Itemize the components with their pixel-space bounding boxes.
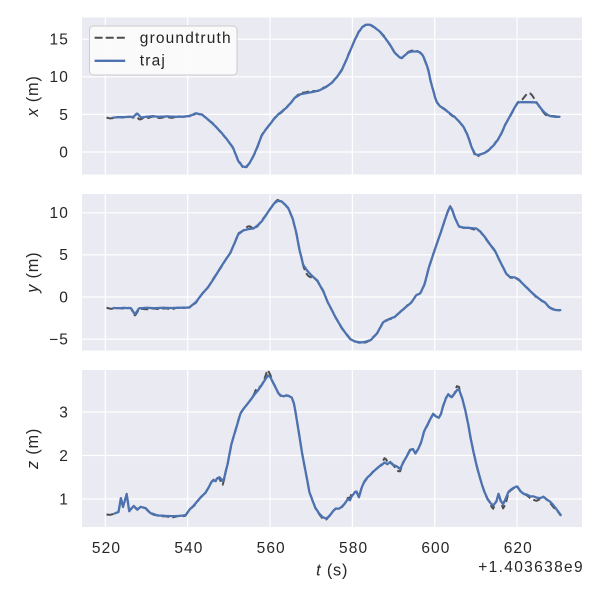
svg-text:2: 2 <box>59 448 69 465</box>
svg-text:y (m): y (m) <box>24 252 42 294</box>
svg-text:600: 600 <box>421 540 450 557</box>
svg-text:5: 5 <box>59 107 69 124</box>
svg-text:15: 15 <box>50 32 69 49</box>
svg-text:1: 1 <box>59 491 69 508</box>
svg-text:x (m): x (m) <box>24 75 42 117</box>
svg-text:+1.403638e9: +1.403638e9 <box>478 559 584 576</box>
svg-text:520: 520 <box>92 540 121 557</box>
svg-text:10: 10 <box>50 69 69 86</box>
svg-text:t (s): t (s) <box>316 561 348 579</box>
svg-text:traj: traj <box>140 53 166 70</box>
svg-text:3: 3 <box>59 404 69 421</box>
svg-text:0: 0 <box>59 289 69 306</box>
svg-text:620: 620 <box>504 540 533 557</box>
svg-text:5: 5 <box>59 247 69 264</box>
svg-text:560: 560 <box>257 540 286 557</box>
svg-text:10: 10 <box>50 205 69 222</box>
svg-text:−5: −5 <box>49 332 69 349</box>
svg-text:0: 0 <box>59 144 69 161</box>
svg-text:540: 540 <box>174 540 203 557</box>
svg-text:z (m): z (m) <box>24 428 42 470</box>
svg-text:580: 580 <box>339 540 368 557</box>
svg-text:groundtruth: groundtruth <box>140 30 232 47</box>
